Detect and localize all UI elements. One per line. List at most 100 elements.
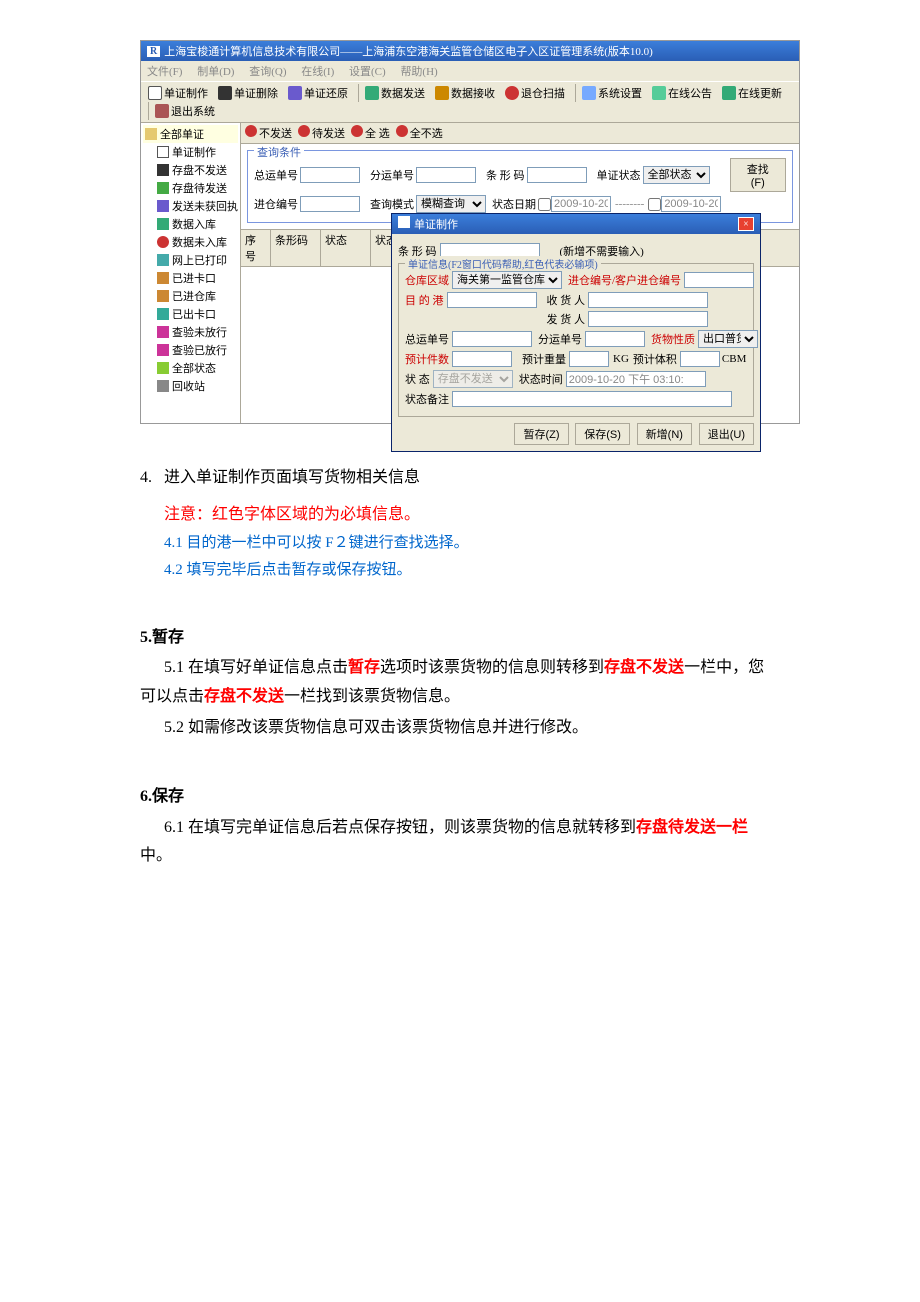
btn-new[interactable]: 新增(N): [637, 423, 692, 445]
tree-item[interactable]: 查验未放行: [143, 323, 238, 341]
toolbar-set[interactable]: 系统设置: [579, 84, 645, 102]
btn-tempstore[interactable]: 暂存(Z): [514, 423, 568, 445]
menu-file[interactable]: 文件(F): [147, 66, 182, 78]
toolbar-new[interactable]: 单证制作: [145, 84, 211, 102]
input-txm[interactable]: [527, 167, 587, 183]
select-hwxz[interactable]: 出口普货: [698, 330, 758, 348]
label-fydh: 分运单号: [370, 167, 414, 183]
label-d-jcbh: 进仓编号/客户进仓编号: [568, 272, 681, 288]
btn-exit[interactable]: 退出(U): [699, 423, 754, 445]
toolbar-recv[interactable]: 数据接收: [432, 84, 498, 102]
select-cxms[interactable]: 模糊查询: [416, 195, 486, 213]
app-screenshot: R 上海宝梭通计算机信息技术有限公司——上海浦东空港海关监管仓储区电子入区证管理…: [140, 40, 800, 424]
input-d-fydh[interactable]: [585, 331, 645, 347]
toolbar-exit[interactable]: 退出系统: [152, 102, 218, 120]
input-yjjs[interactable]: [452, 351, 512, 367]
tree-item[interactable]: 已出卡口: [143, 305, 238, 323]
toolbar-send[interactable]: 数据发送: [362, 84, 428, 102]
input-d-zydh[interactable]: [452, 331, 532, 347]
label-ztrd: 状态日期: [492, 196, 536, 212]
tree-item[interactable]: 全部状态: [143, 359, 238, 377]
step4-note: 注意：红色字体区域的为必填信息。: [164, 501, 780, 530]
tree-item[interactable]: 数据入库: [143, 215, 238, 233]
dialog-buttons: 暂存(Z) 保存(S) 新增(N) 退出(U): [398, 423, 754, 445]
menu-query[interactable]: 查询(Q): [249, 66, 286, 78]
select-dzzt[interactable]: 全部状态: [643, 166, 710, 184]
toolbar-ann[interactable]: 在线公告: [649, 84, 715, 102]
tree-item[interactable]: 数据未入库: [143, 233, 238, 251]
label-shr: 收 货 人: [547, 292, 586, 308]
input-ztbz[interactable]: [452, 391, 732, 407]
tree-item[interactable]: 已进仓库: [143, 287, 238, 305]
toolbar-upd[interactable]: 在线更新: [719, 84, 785, 102]
app-logo: R: [147, 46, 160, 57]
menu-made[interactable]: 制单(D): [197, 66, 234, 78]
label-zt: 状 态: [405, 371, 430, 387]
dialog-title: 单证制作: [414, 219, 458, 231]
dialog-titlebar: 单证制作 ×: [392, 214, 760, 234]
input-shr[interactable]: [588, 292, 708, 308]
mini-toolbar: 不发送待发送全 选全不选: [241, 123, 799, 144]
minitb-item[interactable]: 全不选: [396, 125, 443, 141]
content-area: 不发送待发送全 选全不选 查询条件 总运单号 分运单号 条 形 码 单证状态 全…: [241, 123, 799, 423]
window-title: 上海宝梭通计算机信息技术有限公司——上海浦东空港海关监管仓储区电子入区证管理系统…: [164, 43, 653, 59]
tree-root[interactable]: 全部单证: [143, 125, 238, 143]
input-d-jcbh[interactable]: [684, 272, 754, 288]
sec6-title: 6.保存: [140, 783, 780, 812]
label-d-fydh: 分运单号: [538, 331, 582, 347]
input-date2[interactable]: [661, 196, 721, 212]
tree-item[interactable]: 查验已放行: [143, 341, 238, 359]
label-mdg: 目 的 港: [405, 292, 444, 308]
tree-item[interactable]: 网上已打印: [143, 251, 238, 269]
document-text: 4.进入单证制作页面填写货物相关信息 注意：红色字体区域的为必填信息。 4.1 …: [140, 464, 780, 871]
label-hwxz: 货物性质: [651, 331, 695, 347]
tree-item[interactable]: 回收站: [143, 377, 238, 395]
label-jcbh: 进仓编号: [254, 196, 298, 212]
tree-item[interactable]: 存盘不发送: [143, 161, 238, 179]
label-ztbz: 状态备注: [405, 391, 449, 407]
minitb-item[interactable]: 待发送: [298, 125, 345, 141]
input-mdg[interactable]: [447, 292, 537, 308]
tree-item[interactable]: 存盘待发送: [143, 179, 238, 197]
close-icon[interactable]: ×: [738, 217, 754, 231]
btn-save[interactable]: 保存(S): [575, 423, 630, 445]
dialog-icon: [398, 216, 410, 228]
label-ckqy: 仓库区域: [405, 272, 449, 288]
chk-date1[interactable]: [538, 198, 551, 211]
minitb-item[interactable]: 不发送: [245, 125, 292, 141]
dialog-create: 单证制作 × 条 形 码 (新增不需要输入) 单证信息(F2窗口代码帮助,红色代…: [391, 213, 761, 452]
toolbar-del[interactable]: 单证删除: [215, 84, 281, 102]
tree-item[interactable]: 发送未获回执: [143, 197, 238, 215]
sidebar-tree: 全部单证 单证制作存盘不发送存盘待发送发送未获回执数据入库数据未入库网上已打印已…: [141, 123, 241, 423]
label-cxms: 查询模式: [370, 196, 414, 212]
window-titlebar: R 上海宝梭通计算机信息技术有限公司——上海浦东空港海关监管仓储区电子入区证管理…: [141, 41, 799, 61]
group-legend: 单证信息(F2窗口代码帮助,红色代表必输项): [405, 256, 601, 271]
input-jcbh[interactable]: [300, 196, 360, 212]
grid-col[interactable]: 条形码: [271, 230, 321, 266]
menu-online[interactable]: 在线(I): [301, 66, 334, 78]
label-ztsj: 状态时间: [519, 371, 563, 387]
query-legend: 查询条件: [254, 144, 304, 160]
tree-item[interactable]: 已进卡口: [143, 269, 238, 287]
input-yjtj[interactable]: [680, 351, 720, 367]
label-d-zydh: 总运单号: [405, 331, 449, 347]
grid-col[interactable]: 状态: [321, 230, 371, 266]
input-fhr[interactable]: [588, 311, 708, 327]
search-button[interactable]: 查找(F): [730, 158, 786, 192]
input-zydh[interactable]: [300, 167, 360, 183]
toolbar-back[interactable]: 单证还原: [285, 84, 351, 102]
toolbar-scan[interactable]: 退仓扫描: [502, 84, 568, 102]
select-zt: 存盘不发送: [433, 370, 513, 388]
minitb-item[interactable]: 全 选: [351, 125, 390, 141]
grid-col[interactable]: 序号: [241, 230, 271, 266]
input-ztsj[interactable]: [566, 371, 706, 387]
step4-num: 4.: [140, 464, 164, 493]
select-ckqy[interactable]: 海关第一监管仓库: [452, 271, 562, 289]
chk-date2[interactable]: [648, 198, 661, 211]
tree-item[interactable]: 单证制作: [143, 143, 238, 161]
input-date1[interactable]: [551, 196, 611, 212]
menu-help[interactable]: 帮助(H): [400, 66, 437, 78]
input-yjzl[interactable]: [569, 351, 609, 367]
input-fydh[interactable]: [416, 167, 476, 183]
menu-set[interactable]: 设置(C): [349, 66, 386, 78]
